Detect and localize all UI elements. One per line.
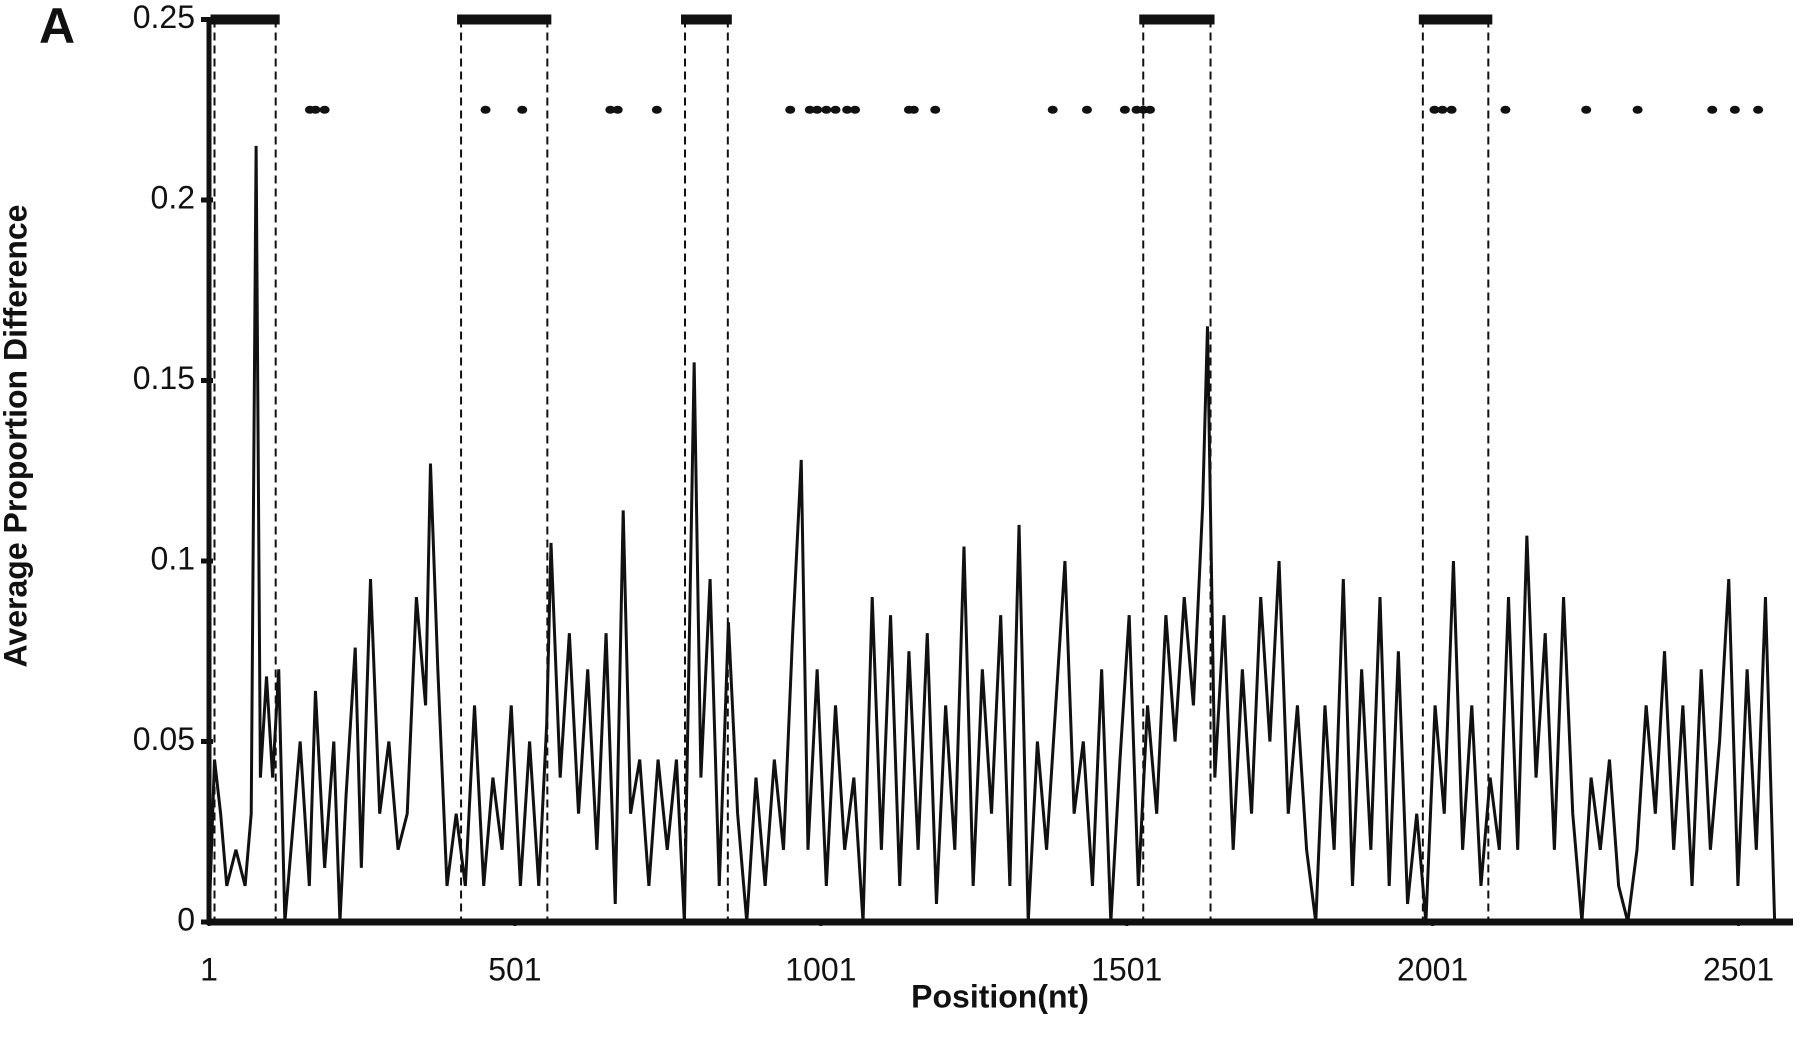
site-dot [651, 105, 662, 114]
site-dot [830, 105, 841, 114]
site-dot [1753, 105, 1764, 114]
site-dot [821, 105, 832, 114]
site-dot [1081, 105, 1092, 114]
site-dot [1119, 105, 1130, 114]
site-dot [310, 105, 321, 114]
site-dot [1581, 105, 1592, 114]
x-tick-label: 1001 [785, 951, 856, 987]
site-dot [804, 105, 815, 114]
site-dot [1446, 105, 1457, 114]
x-tick-label: 1 [200, 951, 218, 987]
data-line [207, 145, 1784, 924]
x-tick-label: 2501 [1703, 951, 1774, 987]
y-tick-label: 0.05 [133, 721, 195, 757]
site-dot [1437, 105, 1448, 114]
y-tick-label: 0.15 [133, 360, 195, 396]
site-dot [785, 105, 796, 114]
site-dot [517, 105, 528, 114]
panel-label: A [39, 0, 75, 54]
site-dot [480, 105, 491, 114]
y-axis-label: Average Proportion Difference [0, 205, 33, 668]
site-dot [1500, 105, 1511, 114]
y-tick-label: 0.2 [151, 179, 195, 215]
site-dot [1632, 105, 1643, 114]
site-dot [842, 105, 853, 114]
y-tick-label: 0 [177, 901, 195, 937]
x-axis-label: Position(nt) [911, 978, 1089, 1014]
site-dot [812, 105, 823, 114]
site-dot [605, 105, 616, 114]
site-dot [612, 105, 623, 114]
site-dot [1144, 105, 1155, 114]
x-tick-label: 501 [488, 951, 541, 987]
x-tick-label: 2001 [1397, 951, 1468, 987]
x-tick-label: 1501 [1091, 951, 1162, 987]
site-dot [1429, 105, 1440, 114]
y-tick-label: 0.1 [151, 540, 195, 576]
site-dot [908, 105, 919, 114]
site-dot [319, 105, 330, 114]
site-dot [1729, 105, 1740, 114]
site-dot [850, 105, 861, 114]
y-tick-label: 0.25 [133, 0, 195, 35]
site-dot [930, 105, 941, 114]
site-dot [1047, 105, 1058, 114]
site-dot [1707, 105, 1718, 114]
